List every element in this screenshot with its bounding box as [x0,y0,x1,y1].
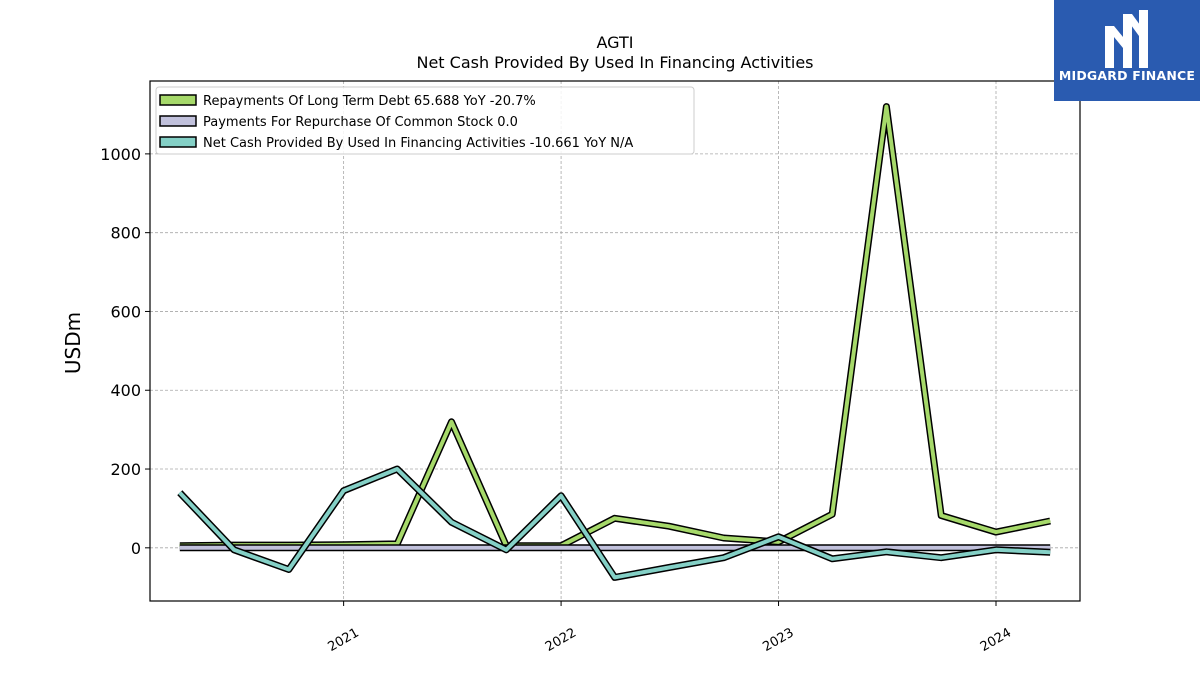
y-tick-label: 800 [110,224,141,243]
series-line [179,104,1051,548]
y-tick-label: 0 [131,539,141,558]
legend: Repayments Of Long Term Debt 65.688 YoY … [155,86,695,155]
data-point [614,547,616,549]
chart-title: AGTI [597,33,634,52]
legend-label: Payments For Repurchase Of Common Stock … [203,115,518,130]
y-tick-label: 400 [110,381,141,400]
x-tick-label: 2021 [325,625,361,655]
legend-swatch [159,136,197,148]
y-axis-label: USDm [61,312,85,374]
data-point [179,492,181,494]
y-tick-label: 200 [110,460,141,479]
series-layer [177,103,1051,581]
data-point [885,551,887,553]
data-point [288,547,290,549]
data-point [1049,547,1051,549]
data-point [343,547,345,549]
y-tick-label: 1000 [100,145,141,164]
series-line [178,467,1051,580]
data-point [995,549,997,551]
data-point [179,547,181,549]
data-point [396,547,398,549]
logo: MIDGARD FINANCE [1054,0,1200,101]
legend-swatch [159,115,197,127]
data-point [614,517,616,519]
x-tick-label: 2024 [978,625,1014,655]
data-point [723,557,725,559]
data-point [451,547,452,549]
series-line-outline [179,103,1051,550]
data-point [451,521,452,523]
data-point [560,495,562,497]
x-tick-label: 2023 [760,625,796,655]
legend-label: Net Cash Provided By Used In Financing A… [203,136,633,151]
data-point [940,557,942,559]
data-point [668,525,670,527]
data-point [778,536,779,538]
data-point [885,547,887,549]
data-point [343,490,345,492]
data-point [668,547,670,549]
y-tick-label: 600 [110,302,141,321]
data-point [560,547,562,549]
data-point [995,531,997,533]
data-point [723,537,725,539]
data-point [831,558,833,560]
data-point [885,106,887,108]
data-point [396,468,398,470]
data-point [288,569,290,570]
x-tick-label: 2022 [543,625,579,655]
data-point [723,547,725,549]
chart-subtitle: Net Cash Provided By Used In Financing A… [416,53,813,72]
logo-text: MIDGARD FINANCE [1058,68,1196,83]
axes: 0 200 400 600 800 1000 2021 2022 2023 2024 [100,145,1014,655]
data-point [668,567,670,568]
data-point [831,513,833,515]
midgard-logo-icon [1105,10,1148,68]
legend-swatch [159,94,197,106]
data-point [940,515,942,516]
data-point [451,421,452,423]
legend-box [155,86,695,155]
data-point [396,543,398,545]
data-point [831,547,833,549]
series-0 [179,103,1051,550]
series-2 [177,465,1051,581]
data-point [1049,520,1051,522]
data-point [505,549,507,551]
series-line-outline [177,465,1051,581]
series-1 [179,544,1051,552]
legend-label: Repayments Of Long Term Debt 65.688 YoY … [203,94,536,109]
data-point [778,547,779,549]
data-point [940,547,942,549]
data-point [233,549,235,551]
data-point [1049,551,1051,553]
plot-frame [149,80,1081,602]
data-point [778,541,779,543]
gridlines [150,81,1080,601]
data-point [614,576,616,578]
